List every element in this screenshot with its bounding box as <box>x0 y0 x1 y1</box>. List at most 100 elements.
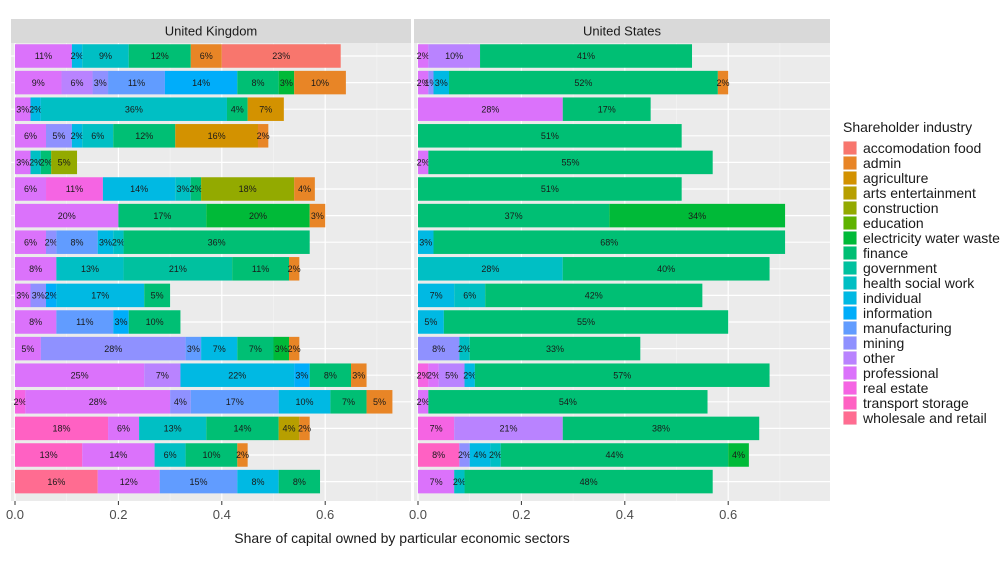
legend-label: professional <box>863 365 939 381</box>
legend-key-swatch <box>843 321 857 335</box>
bar-segment-admin <box>237 443 248 467</box>
legend-key-swatch <box>843 381 857 395</box>
segment-label: 48% <box>580 477 598 487</box>
bar-row-2: 2%1%3% 52% 2% <box>417 70 730 95</box>
bar-segment-other <box>428 44 481 68</box>
bar-row-6: 6% 11% 14% 3% 2% 18% 4% <box>15 177 315 201</box>
segment-label: 17% <box>598 104 616 114</box>
bar-row-11: 5% 55% <box>418 310 729 334</box>
panels-layer: 11% 2% 9% 12% 6% 23%9% 6% 3% 11% 14% 8% 3% 10%3% 2% 36… <box>6 19 830 522</box>
legend-key-swatch <box>843 306 857 320</box>
segment-label: 18% <box>53 424 71 434</box>
segment-label: 20% <box>249 211 267 221</box>
legend-item-electricity-water-waste: electricity water waste <box>843 230 1000 246</box>
legend-item-individual: individual <box>843 290 921 306</box>
bar-row-11: 8% 11% 3% 10% <box>15 310 181 334</box>
bar-segment-individual <box>97 230 114 254</box>
bar-row-4: 51% <box>418 124 682 148</box>
segment-label: 8% <box>71 237 84 247</box>
bar-row-5: 3% 2%2% 5% <box>15 150 78 175</box>
bar-segment-professional <box>15 70 62 95</box>
segment-label: 37% <box>505 211 523 221</box>
bar-segment-professional <box>15 230 47 254</box>
legend-item-finance: finance <box>843 245 908 261</box>
bar-segment-health-social-work <box>113 230 124 254</box>
facet-strip <box>414 19 830 43</box>
bar-segment-real-estate <box>46 177 103 201</box>
bar-segment-health-social-work <box>454 283 486 308</box>
segment-label: 9% <box>99 51 112 61</box>
legend-key-swatch <box>843 246 857 260</box>
segment-label: 2% <box>417 397 430 407</box>
bar-segment-finance <box>464 469 713 494</box>
segment-label: 2% <box>489 450 502 460</box>
segment-label: 4% <box>174 397 187 407</box>
bar-segment-individual <box>71 124 83 148</box>
bar-segment-professional <box>15 97 31 121</box>
segment-label: 10% <box>146 317 164 327</box>
bar-segment-admin <box>299 416 310 441</box>
legend-label: mining <box>863 335 904 351</box>
segment-label: 3% <box>177 184 190 194</box>
bar-segment-finance <box>278 469 321 494</box>
segment-label: 3% <box>295 370 308 380</box>
bar-row-9: 8% 13% 21% 11% 2% <box>15 257 301 281</box>
segment-label: 2% <box>14 397 27 407</box>
bar-row-14: 2% 28% 4% 17% 10% 7% 5% <box>14 390 393 414</box>
segment-label: 2% <box>189 184 202 194</box>
segment-label: 3% <box>187 344 200 354</box>
segment-label: 15% <box>190 477 208 487</box>
bar-segment-health-social-work <box>454 469 465 494</box>
segment-label: 7% <box>249 344 262 354</box>
segment-label: 2% <box>298 424 311 434</box>
bars: 2% 10% 41%2%1%3% 52% 2%28% 17%51%2% 55%51%37% 3… <box>417 44 786 494</box>
bar-segment-finance <box>123 230 310 254</box>
bar-segment-admin <box>351 363 367 387</box>
segment-label: 6% <box>24 184 37 194</box>
segment-label: 17% <box>226 397 244 407</box>
x-tick-label: 0.4 <box>213 507 231 522</box>
bar-segment-finance <box>40 150 52 175</box>
segment-label: 13% <box>164 424 182 434</box>
bar-segment-mining <box>170 390 191 414</box>
bar-segment-finance <box>128 310 181 334</box>
bar-segment-other <box>438 363 465 387</box>
segment-label: 68% <box>600 237 618 247</box>
segment-label: 44% <box>605 450 623 460</box>
bar-segment-wholesale-and-retail <box>15 469 98 494</box>
bar-segment-mining <box>46 124 72 148</box>
segment-label: 2% <box>40 158 53 168</box>
bar-segment-mining <box>428 70 434 95</box>
segment-label: 12% <box>135 131 153 141</box>
legend-label: finance <box>863 245 908 261</box>
segment-label: 5% <box>58 158 71 168</box>
bar-segment-mining <box>92 70 109 95</box>
segment-label: 42% <box>585 291 603 301</box>
bar-segment-finance <box>206 416 279 441</box>
x-axis: 0.0 0.2 0.4 0.6 <box>6 501 334 522</box>
x-tick-label: 0.2 <box>109 507 127 522</box>
segment-label: 2% <box>417 370 430 380</box>
segment-label: 5% <box>21 344 34 354</box>
segment-label: 3% <box>99 237 112 247</box>
bar-segment-mining <box>40 336 186 361</box>
segment-label: 2% <box>45 237 58 247</box>
bar-row-15: 18% 6% 13% 14% 4% 2% <box>15 416 311 441</box>
bar-segment-professional <box>418 44 429 68</box>
segment-label: 9% <box>32 78 45 88</box>
segment-label: 13% <box>81 264 99 274</box>
bar-segment-admin <box>257 124 269 148</box>
legend-title: Shareholder industry <box>843 119 972 135</box>
bar-segment-information <box>46 283 57 308</box>
bar-segment-finance <box>418 203 610 228</box>
legend-item-construction: construction <box>843 200 938 216</box>
segment-label: 17% <box>153 211 171 221</box>
segment-label: 7% <box>430 424 443 434</box>
legend-key-swatch <box>843 351 857 365</box>
x-axis-title: Share of capital owned by particular eco… <box>234 530 569 546</box>
segment-label: 40% <box>657 264 675 274</box>
bar-segment-health-social-work <box>82 44 129 68</box>
segment-label: 14% <box>130 184 148 194</box>
x-tick-label: 0.6 <box>316 507 334 522</box>
